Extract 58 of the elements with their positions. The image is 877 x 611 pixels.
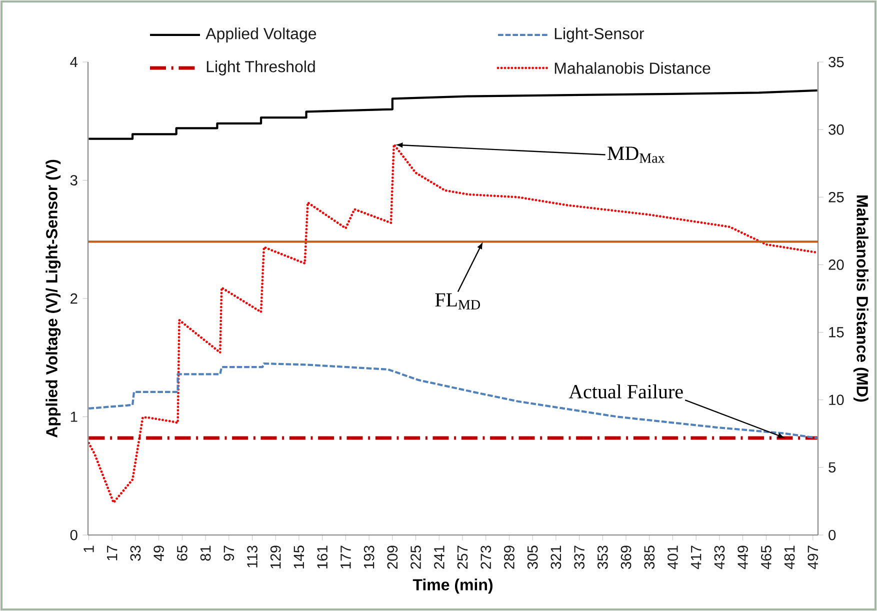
annotation: Actual Failure [568,384,683,398]
y2-tick-label: 25 [828,192,844,202]
y2-tick-label: 5 [828,462,836,473]
annotation: FL$_{MD}$ [435,293,480,310]
x-tick-label: 129 [270,546,281,568]
y2-tick-label: 10 [829,394,844,406]
x-tick-label: 497 [808,546,818,570]
y-axis-title: Applied Voltage (V)/ Light-Sensor (V) [46,160,61,438]
x-tick-label: 49 [154,546,164,562]
y2-tick-label: 35 [828,56,844,68]
line-series [88,89,818,140]
x-axis-title: Time (min) [412,578,493,594]
x-tick-label: 113 [247,546,258,568]
x-tick-label: 289 [504,546,514,569]
y-tick-label: 0 [70,530,78,540]
x-tick-label: 33 [130,546,141,561]
x-tick-label: 225 [410,546,421,569]
x-tick-label: 353 [597,546,608,569]
y-tick-label: 4 [70,56,78,68]
annotation: MD$_{Max}$ [608,146,665,163]
x-tick-label: 417 [691,546,702,570]
x-tick-label: 81 [200,546,211,561]
x-tick-label: 209 [387,546,398,569]
legend-label: Mahalanobis Distance [554,62,710,74]
x-tick-label: 17 [107,546,118,560]
legend-label: Applied Voltage [206,28,316,42]
x-tick-label: 193 [364,546,374,568]
x-tick-label: 161 [317,546,328,568]
x-tick-label: 401 [668,546,678,570]
y-tick-label: 1 [70,412,78,422]
y2-tick-label: 15 [829,327,844,338]
x-tick-label: 257 [457,546,468,569]
x-tick-label: 449 [738,546,748,570]
y2-tick-label: 30 [828,124,844,135]
x-tick-label: 177 [340,546,351,568]
legend-label: Light-Sensor [554,28,644,42]
y-tick-label: 3 [70,175,78,186]
x-tick-label: 337 [574,546,584,569]
x-tick-label: 1 [84,546,94,552]
y2-tick-label: 0 [828,530,836,540]
x-tick-label: 145 [294,546,304,568]
x-tick-label: 465 [760,546,772,570]
x-tick-label: 273 [480,546,492,569]
x-tick-label: 65 [176,546,188,561]
x-tick-label: 321 [550,546,562,569]
x-tick-label: 433 [714,546,725,570]
x-tick-label: 241 [434,546,444,569]
x-tick-label: 481 [784,546,795,570]
legend-label: Light Threshold [206,60,315,76]
line-series [88,362,818,440]
x-tick-label: 385 [644,546,655,569]
x-tick-label: 369 [620,546,632,569]
line-series [88,143,818,504]
x-tick-label: 97 [224,546,234,561]
y-tick-label: 2 [70,293,78,304]
y2-tick-label: 20 [828,260,844,270]
y2-axis-title: Mahalanobis Distance (MD) [854,196,868,402]
x-tick-label: 305 [527,546,538,569]
